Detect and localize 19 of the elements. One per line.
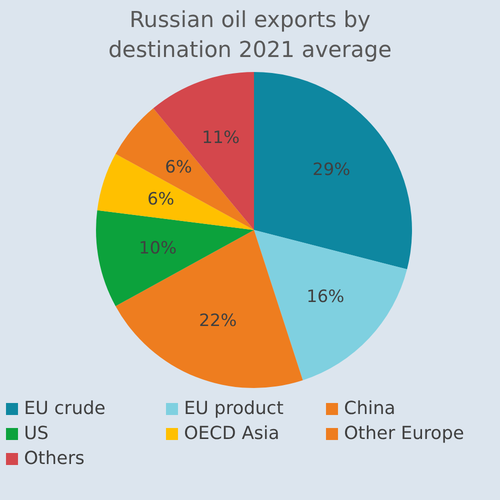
pie-slice <box>96 210 254 306</box>
legend-label: EU product <box>184 398 284 419</box>
legend-label: EU crude <box>24 398 106 419</box>
pie-slice <box>254 230 408 380</box>
data-label: 22% <box>199 311 237 332</box>
pie-slice <box>97 154 254 230</box>
data-label: 6% <box>147 190 174 210</box>
legend-label: China <box>344 398 396 419</box>
data-label: 16% <box>306 287 344 308</box>
data-label: 6% <box>165 158 192 178</box>
chart-title: Russian oil exports by destination 2021 average <box>107 7 393 65</box>
legend-label: OECD Asia <box>184 423 280 444</box>
legend-label: US <box>24 423 49 444</box>
pie-slice <box>254 72 412 270</box>
data-label: 10% <box>138 238 177 258</box>
legend-label: Other Europe <box>344 423 464 444</box>
data-label: 29% <box>312 160 350 180</box>
data-label: 11% <box>202 128 240 148</box>
legend-label: Others <box>24 448 84 469</box>
